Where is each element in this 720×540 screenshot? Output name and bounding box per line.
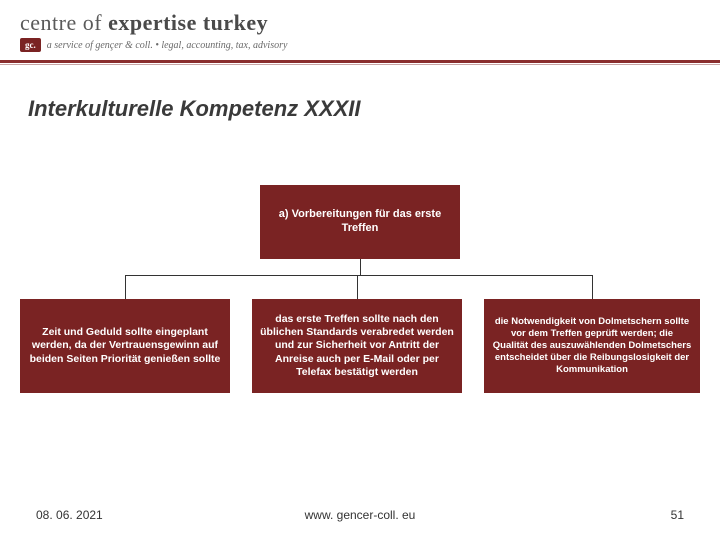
org-chart: a) Vorbereitungen für das erste Treffen … bbox=[18, 185, 702, 393]
logo-text-bold-1: expertise bbox=[108, 10, 203, 35]
chart-connectors bbox=[18, 259, 702, 299]
chart-child-text-2: die Notwendigkeit von Dolmetschern sollt… bbox=[492, 316, 692, 375]
logo-text-bold-2: turkey bbox=[203, 10, 268, 35]
page-title: Interkulturelle Kompetenz XXXII bbox=[28, 96, 361, 122]
slide: centre of expertise turkey gc. a service… bbox=[0, 0, 720, 540]
connector-horizontal bbox=[125, 275, 592, 276]
chart-child-box-2: die Notwendigkeit von Dolmetschern sollt… bbox=[484, 299, 700, 393]
chart-child-box-0: Zeit und Geduld sollte eingeplant werden… bbox=[20, 299, 230, 393]
chart-child-text-1: das erste Treffen sollte nach den üblich… bbox=[260, 313, 454, 379]
chart-top-box: a) Vorbereitungen für das erste Treffen bbox=[260, 185, 460, 259]
chart-child-text-0: Zeit und Geduld sollte eingeplant werden… bbox=[28, 326, 222, 365]
footer-url: www. gencer-coll. eu bbox=[36, 508, 684, 522]
logo-line-2: gc. a service of gençer & coll. • legal,… bbox=[20, 38, 700, 52]
logo-badge: gc. bbox=[20, 38, 41, 52]
connector-stub-child-1 bbox=[357, 275, 358, 299]
logo-tagline: a service of gençer & coll. • legal, acc… bbox=[47, 40, 288, 51]
logo-line-1: centre of expertise turkey bbox=[20, 10, 700, 36]
logo-text-light: centre of bbox=[20, 10, 108, 35]
footer: 08. 06. 2021 www. gencer-coll. eu 51 bbox=[36, 508, 684, 522]
chart-top-box-text: a) Vorbereitungen für das erste Treffen bbox=[268, 208, 452, 236]
connector-stub-top bbox=[360, 259, 361, 275]
chart-children-row: Zeit und Geduld sollte eingeplant werden… bbox=[18, 299, 702, 393]
connector-stub-child-2 bbox=[592, 275, 593, 299]
connector-stub-child-0 bbox=[125, 275, 126, 299]
header-rule-thin bbox=[0, 64, 720, 65]
header: centre of expertise turkey gc. a service… bbox=[20, 10, 700, 52]
chart-child-box-1: das erste Treffen sollte nach den üblich… bbox=[252, 299, 462, 393]
header-rule bbox=[0, 60, 720, 63]
